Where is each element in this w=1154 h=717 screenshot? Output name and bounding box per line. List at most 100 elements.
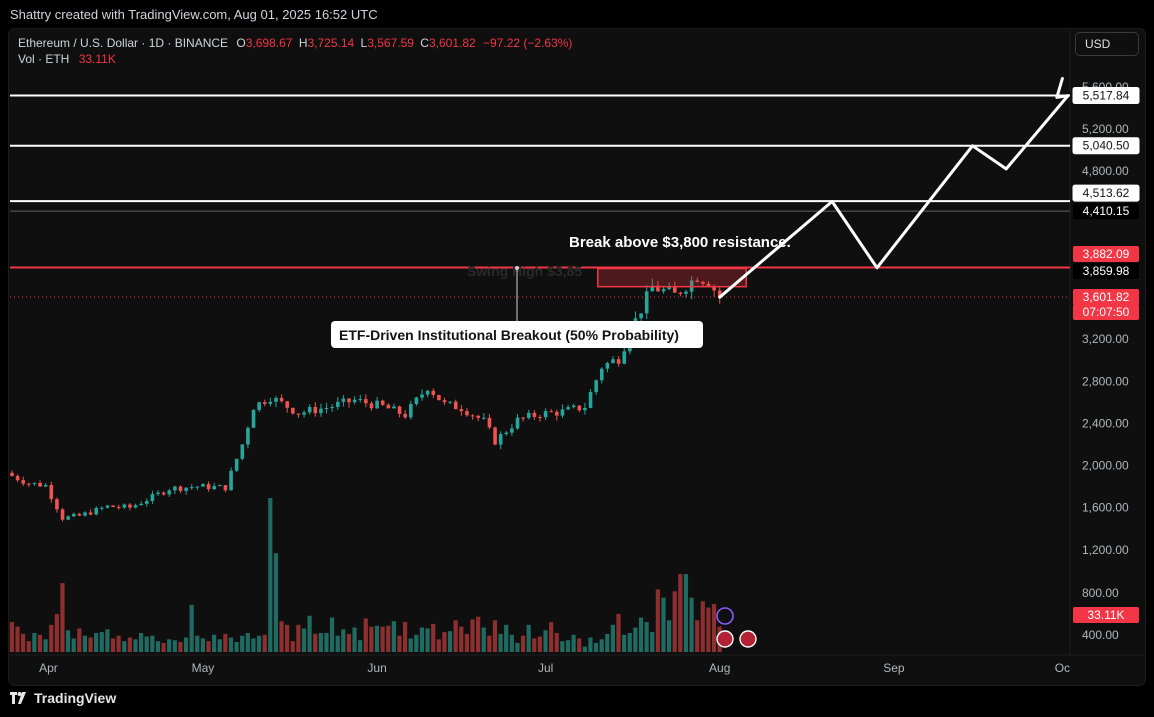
level-tag-last-price-bg — [1073, 289, 1139, 305]
volume-bar — [644, 622, 649, 652]
candle-body — [650, 285, 655, 292]
candle-body — [94, 507, 99, 515]
volume-bar — [88, 637, 93, 652]
candle-body — [279, 397, 284, 402]
legend-volume-label[interactable]: Vol · ETH — [18, 52, 70, 66]
level-tag-4410: 4,410.15 — [1083, 204, 1130, 218]
time-axis-tick: Jul — [538, 661, 553, 675]
volume-bar — [464, 633, 469, 652]
volume-bar — [26, 641, 31, 652]
tradingview-logo-icon — [10, 692, 28, 704]
volume-bar — [54, 613, 59, 652]
time-axis-tick: Jun — [367, 661, 386, 675]
volume-bar — [661, 597, 666, 652]
time-axis-tick: Apr — [39, 661, 58, 675]
candle-body — [268, 401, 273, 404]
candle-body — [644, 291, 649, 314]
volume-bar — [346, 633, 352, 652]
volume-bar — [296, 624, 301, 652]
volume-bar — [37, 634, 43, 652]
volume-bar — [374, 625, 380, 652]
volume-bar — [459, 626, 464, 652]
price-axis-tick: 5,200.00 — [1082, 122, 1129, 136]
volume-bar — [110, 638, 116, 652]
candle-body — [111, 505, 115, 507]
volume-bar — [565, 640, 571, 652]
candle-body — [234, 458, 239, 471]
currency-button[interactable]: USD — [1075, 32, 1139, 56]
candle-body — [566, 407, 570, 410]
volume-bar — [532, 638, 537, 652]
candle-body — [257, 402, 261, 410]
candle-body — [246, 427, 250, 445]
candle-body — [409, 404, 413, 418]
candle-body — [274, 397, 278, 402]
chart-frame — [8, 28, 1146, 686]
candle-body — [319, 408, 323, 414]
candle-body — [335, 401, 340, 407]
level-tag-5040-bg — [1072, 137, 1140, 155]
volume-bar — [318, 632, 323, 652]
volume-bar — [695, 620, 700, 652]
candle-body — [10, 472, 14, 476]
us-flag-event-icon[interactable] — [716, 630, 734, 648]
volume-tag: 33.11K — [1087, 608, 1124, 622]
volume-bar — [150, 635, 155, 652]
candle-body — [616, 359, 621, 364]
volume-bar — [577, 638, 582, 652]
candle-body — [543, 411, 548, 418]
volume-bar — [358, 640, 363, 652]
candle-body — [100, 507, 104, 509]
volume-bar — [543, 630, 548, 652]
volume-bar — [419, 627, 425, 652]
legend-high: 3,725.14 — [307, 36, 355, 50]
candle-body — [448, 401, 452, 403]
candle-body — [184, 487, 188, 491]
annotation-etf-box[interactable] — [331, 321, 703, 348]
candle-body — [43, 484, 48, 487]
volume-bar — [172, 640, 177, 652]
volume-bar — [560, 641, 565, 652]
candle-body — [577, 405, 582, 411]
footer-brand[interactable]: TradingView — [10, 690, 116, 706]
candle-body — [347, 398, 351, 403]
us-flag-event-icon[interactable] — [739, 630, 757, 648]
volume-bar — [386, 625, 391, 652]
candle-body — [161, 492, 166, 495]
volume-bar — [397, 635, 402, 652]
candle-body — [229, 470, 233, 491]
candle-body — [145, 501, 149, 504]
candle-body — [414, 397, 419, 405]
candle-body — [291, 407, 295, 414]
volume-bar — [633, 627, 638, 652]
volume-bar — [666, 620, 672, 652]
volume-bar — [195, 635, 200, 652]
candle-body — [549, 411, 554, 413]
candle-body — [386, 404, 391, 409]
legend-symbol[interactable]: Ethereum / U.S. Dollar · 1D · BINANCE — [18, 36, 229, 50]
volume-bar — [453, 620, 458, 652]
volume-bar — [711, 603, 717, 652]
candle-body — [695, 280, 700, 282]
volume-bar — [82, 635, 88, 652]
volume-bar — [672, 591, 677, 652]
projection-arrow[interactable] — [718, 77, 1070, 299]
level-tag-3859-bg — [1073, 263, 1139, 279]
volume-bar — [301, 628, 307, 652]
candle-body — [189, 487, 194, 489]
candle-body — [341, 398, 346, 402]
legend-ohlc-row: Ethereum / U.S. Dollar · 1D · BINANCE O3… — [18, 35, 572, 51]
volume-bar — [65, 630, 71, 652]
candle-body — [420, 394, 424, 398]
candle-body — [392, 406, 396, 409]
volume-bar — [431, 623, 436, 652]
candle-body — [487, 417, 492, 428]
volume-bar — [116, 635, 121, 652]
candle-body — [32, 482, 37, 484]
resistance-zone-box[interactable] — [597, 267, 747, 288]
earnings-event-icon[interactable] — [716, 607, 734, 625]
candle-body — [60, 509, 65, 520]
candle-body — [358, 399, 363, 401]
volume-bar — [324, 632, 329, 652]
